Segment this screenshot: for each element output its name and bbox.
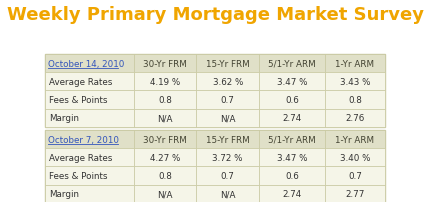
Text: 30-Yr FRM: 30-Yr FRM — [143, 135, 187, 144]
Bar — [325, 73, 385, 91]
Text: 5/1-Yr ARM: 5/1-Yr ARM — [268, 135, 316, 144]
Text: 3.40 %: 3.40 % — [340, 153, 370, 162]
Text: 1-Yr ARM: 1-Yr ARM — [335, 135, 375, 144]
Bar — [134, 167, 197, 185]
Bar — [325, 91, 385, 109]
Text: Margin: Margin — [49, 189, 79, 198]
Bar — [259, 73, 325, 91]
Text: Margin: Margin — [49, 114, 79, 123]
Bar — [134, 130, 197, 148]
Text: 3.62 %: 3.62 % — [212, 77, 243, 86]
Bar — [197, 91, 259, 109]
Text: 3.43 %: 3.43 % — [340, 77, 370, 86]
Bar — [325, 167, 385, 185]
Text: 0.8: 0.8 — [158, 96, 172, 105]
Text: 3.47 %: 3.47 % — [277, 77, 307, 86]
Bar — [197, 109, 259, 127]
Text: 0.7: 0.7 — [221, 96, 235, 105]
Bar — [45, 148, 134, 167]
Text: Fees & Points: Fees & Points — [49, 171, 108, 180]
Text: N/A: N/A — [220, 114, 236, 123]
Bar — [325, 130, 385, 148]
Bar — [134, 55, 197, 73]
Bar — [45, 109, 134, 127]
Bar — [134, 73, 197, 91]
Bar — [45, 73, 134, 91]
Bar — [325, 148, 385, 167]
Bar — [197, 73, 259, 91]
Text: Average Rates: Average Rates — [49, 77, 112, 86]
Bar — [197, 130, 259, 148]
Text: 2.76: 2.76 — [345, 114, 365, 123]
Bar — [259, 167, 325, 185]
Bar — [325, 109, 385, 127]
Text: 30-Yr FRM: 30-Yr FRM — [143, 59, 187, 68]
Bar — [134, 148, 197, 167]
Bar — [134, 185, 197, 202]
Text: 15-Yr FRM: 15-Yr FRM — [206, 59, 249, 68]
Bar — [45, 55, 134, 73]
Bar — [45, 91, 134, 109]
Text: 15-Yr FRM: 15-Yr FRM — [206, 135, 249, 144]
Bar — [259, 148, 325, 167]
Text: 4.19 %: 4.19 % — [150, 77, 180, 86]
Bar — [134, 91, 197, 109]
Text: N/A: N/A — [157, 114, 173, 123]
Text: 2.74: 2.74 — [283, 189, 302, 198]
Text: 3.47 %: 3.47 % — [277, 153, 307, 162]
Text: 0.7: 0.7 — [348, 171, 362, 180]
Text: 4.27 %: 4.27 % — [150, 153, 180, 162]
Bar — [325, 55, 385, 73]
Text: 2.77: 2.77 — [345, 189, 365, 198]
Text: 0.6: 0.6 — [286, 171, 299, 180]
Bar — [259, 130, 325, 148]
Bar — [45, 130, 134, 148]
Text: 1-Yr ARM: 1-Yr ARM — [335, 59, 375, 68]
Text: N/A: N/A — [220, 189, 236, 198]
Bar — [259, 109, 325, 127]
Text: Weekly Primary Mortgage Market Survey: Weekly Primary Mortgage Market Survey — [6, 6, 424, 24]
Text: 0.8: 0.8 — [158, 171, 172, 180]
Text: 0.6: 0.6 — [286, 96, 299, 105]
Text: 0.8: 0.8 — [348, 96, 362, 105]
Bar — [197, 148, 259, 167]
Bar — [259, 55, 325, 73]
Bar — [134, 109, 197, 127]
Text: Average Rates: Average Rates — [49, 153, 112, 162]
Text: 5/1-Yr ARM: 5/1-Yr ARM — [268, 59, 316, 68]
Bar — [259, 185, 325, 202]
Bar — [45, 185, 134, 202]
Text: N/A: N/A — [157, 189, 173, 198]
Bar — [197, 185, 259, 202]
Text: Fees & Points: Fees & Points — [49, 96, 108, 105]
Text: 0.7: 0.7 — [221, 171, 235, 180]
Text: 3.72 %: 3.72 % — [212, 153, 243, 162]
Bar — [325, 185, 385, 202]
Bar — [45, 167, 134, 185]
Text: 2.74: 2.74 — [283, 114, 302, 123]
Text: October 7, 2010: October 7, 2010 — [48, 135, 119, 144]
Text: October 14, 2010: October 14, 2010 — [48, 59, 124, 68]
Bar — [197, 55, 259, 73]
Bar — [197, 167, 259, 185]
Bar — [259, 91, 325, 109]
